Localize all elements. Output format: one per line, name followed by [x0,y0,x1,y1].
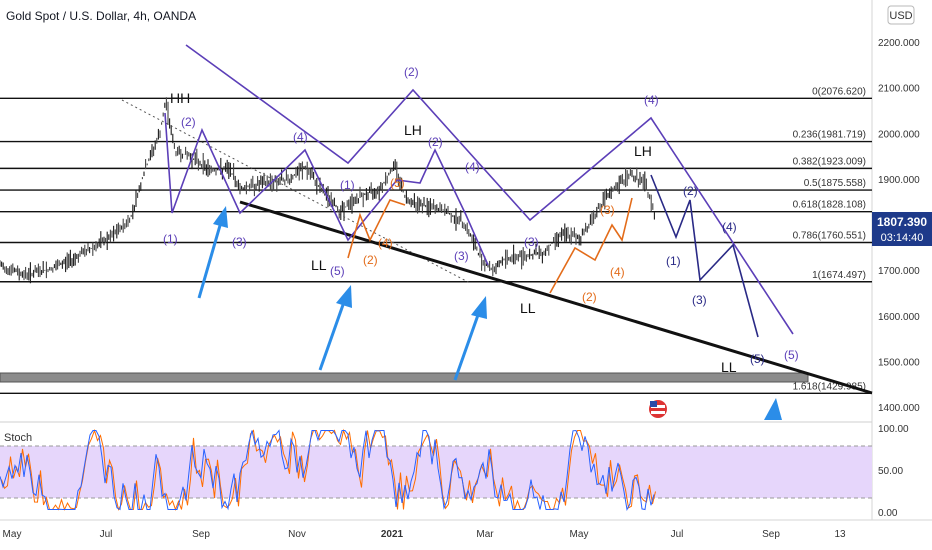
wave-5-label: (5) [750,352,765,366]
chart-title: Gold Spot / U.S. Dollar, 4h, OANDA [6,9,196,23]
wave-3-label: (3) [524,235,539,249]
wave-2-label: (2) [582,290,597,304]
price-series[interactable] [0,97,655,284]
stoch-tick-label: 0.00 [878,508,898,519]
y-tick-label: 2100.000 [878,84,920,95]
wave-2-label: (2) [181,115,196,129]
y-tick-label: 1600.000 [878,312,920,323]
stoch-lines[interactable]: 100.00 50.00 0.00 [0,424,909,519]
price-tag[interactable] [872,212,932,246]
arrow-head-icon [213,206,228,228]
wave-5-label: (5) [784,348,799,362]
wave-3-label: (3) [692,293,707,307]
wave-purple-upper[interactable] [185,44,794,335]
x-tick-label: Sep [192,529,210,540]
wave-navy-right[interactable] [650,174,759,338]
y-tick-label: 1900.000 [878,175,920,186]
wave-4-label: (4) [378,236,393,250]
wave-2-label: (2) [363,253,378,267]
label-lh-2: LH [634,143,652,159]
x-tick-label: 2021 [381,529,404,540]
stoch-label: Stoch [4,432,32,444]
label-hh: HH [170,90,190,106]
wave-4-label: (4) [293,130,308,144]
label-lh-1: LH [404,122,422,138]
wave-2-label: (2) [683,184,698,198]
wave-1-label: (1) [163,232,178,246]
fib-level-label: 0.5(1875.558) [804,178,866,189]
fib-level-label: 0.236(1981.719) [793,130,866,141]
y-tick-label: 1400.000 [878,403,920,414]
arrow-line [318,301,346,371]
wave-4-label: (4) [722,220,737,234]
wave-4-label: (4) [610,265,625,279]
label-ll-1: LL [311,257,327,273]
arrow-line [197,221,223,299]
x-tick-label: Mar [476,529,494,540]
x-tick-label: Jul [100,529,113,540]
arrow-head-icon [336,285,352,308]
wave-2-label: (2) [404,65,419,79]
fib-level-label: 0(2076.620) [812,86,866,97]
fibonacci-retracement[interactable]: 0(2076.620) 0.236(1981.719) 0.382(1923.009… [0,86,872,395]
time-axis[interactable]: May Jul Sep Nov 2021 Mar May Jul Sep 13 [3,529,846,540]
y-tick-label: 2200.000 [878,38,920,49]
x-tick-label: Nov [288,529,306,540]
wave-3-label: (3) [600,203,615,217]
flag-icon-stripes [651,411,665,414]
x-tick-label: May [570,529,589,540]
label-ll-3: LL [721,359,737,375]
y-tick-label: 1500.000 [878,357,920,368]
currency-label: USD [889,10,912,22]
x-tick-label: May [3,529,22,540]
x-tick-label: Sep [762,529,780,540]
stoch-tick-label: 100.00 [878,424,909,435]
price-tag-countdown: 03:14:40 [881,232,924,244]
stoch-k-line [0,429,655,512]
arrows-group [197,206,782,420]
fib-level-label: 1.618(1429.985) [793,381,866,392]
descending-trendline[interactable] [239,200,873,395]
wave-1-label: (1) [340,178,355,192]
fib-level-label: 1(1674.497) [812,270,866,281]
wave-1-label: (1) [666,254,681,268]
support-zone[interactable] [0,372,809,383]
wave-4-label: (4) [644,93,659,107]
arrow-head-icon [764,398,782,420]
flag-icon-stripes [651,405,665,408]
wave-orange-left[interactable] [347,199,406,259]
wave-2-label: (2) [428,135,443,149]
y-tick-label: 1700.000 [878,266,920,277]
arrow-line [453,314,480,381]
fib-level-label: 0.786(1760.551) [793,230,866,241]
dotted-trendline[interactable] [121,99,471,284]
y-tick-label: 2000.000 [878,129,920,140]
stoch-band [0,446,872,498]
wave-5-label: (5) [390,176,405,190]
x-tick-label: Jul [671,529,684,540]
fib-level-label: 0.382(1923.009) [793,156,866,167]
flag-icon-canton [650,401,657,407]
currency-button[interactable] [887,5,915,25]
arrow-head-icon [471,296,487,319]
wave-orange-right[interactable] [549,197,633,294]
stoch-tick-label: 50.00 [878,466,903,477]
wave-4-label: (4) [465,160,480,174]
x-tick-label: 13 [834,529,846,540]
wave-3-label: (3) [232,235,247,249]
label-ll-2: LL [520,300,536,316]
wave-purple-mid[interactable] [164,112,489,266]
wave-5-label: (5) [330,264,345,278]
fib-level-label: 0.618(1828.108) [793,200,866,211]
wave-3-label: (3) [454,249,469,263]
wave-labels: HH LH LH LL LL LL (2) (4) (2) (4) (2) (4… [163,65,799,375]
price-tag-value: 1807.390 [877,215,927,229]
